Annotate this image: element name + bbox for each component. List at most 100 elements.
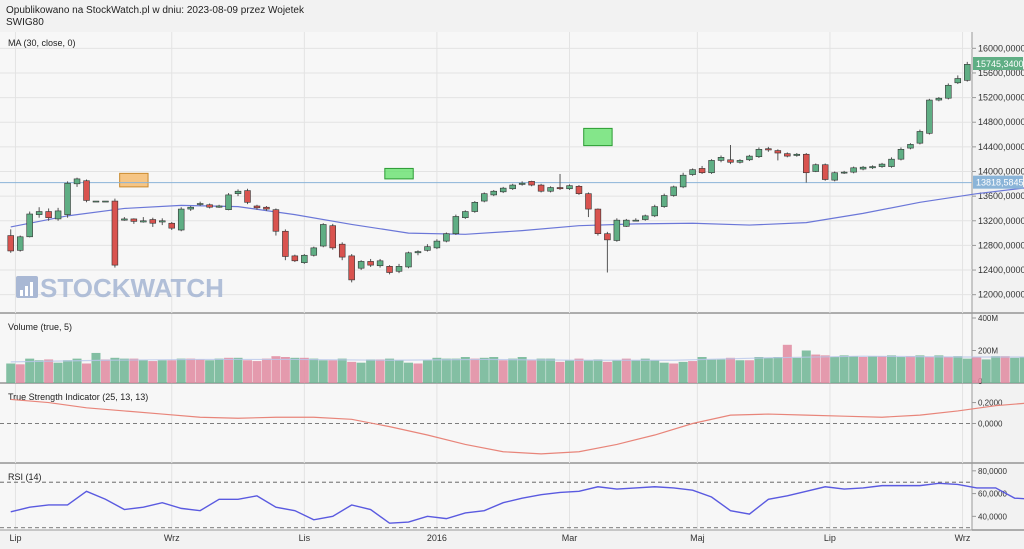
- volume-bar: [451, 358, 461, 383]
- candle-body: [537, 184, 545, 192]
- candle: [168, 222, 175, 231]
- volume-bar: [650, 360, 660, 383]
- candle: [149, 217, 157, 227]
- candle-body: [907, 144, 914, 149]
- volume-bar: [726, 357, 735, 383]
- volume-bar: [773, 357, 783, 383]
- candle-body: [784, 153, 791, 157]
- candle: [433, 239, 441, 250]
- candle-body: [812, 164, 819, 172]
- volume-bar: [981, 359, 991, 383]
- candle: [414, 250, 422, 256]
- x-tick-label: Lis: [299, 533, 311, 543]
- volume-bar: [337, 358, 347, 383]
- candle-body: [831, 172, 838, 181]
- candle: [130, 218, 138, 224]
- candle: [92, 200, 100, 203]
- candle: [140, 217, 147, 223]
- candle-body: [16, 236, 24, 251]
- candle: [376, 258, 384, 268]
- candle-body: [566, 185, 573, 190]
- highlight-box: [384, 167, 414, 180]
- candle: [755, 147, 763, 158]
- candle-body: [793, 153, 801, 156]
- candle: [395, 263, 403, 274]
- volume-ma-line: [10, 355, 1024, 363]
- volume-bar: [72, 358, 82, 383]
- volume-bar: [602, 361, 612, 383]
- candle-body: [159, 220, 166, 223]
- volume-bar: [214, 358, 224, 383]
- candle-body: [935, 97, 943, 101]
- candle: [518, 181, 526, 186]
- candle-body: [329, 225, 336, 249]
- candle: [490, 189, 497, 197]
- volume-bar: [1019, 357, 1024, 383]
- volume-bar: [763, 357, 773, 383]
- candle-body: [244, 190, 251, 203]
- candle: [73, 177, 81, 187]
- volume-bar: [811, 354, 821, 383]
- candle: [964, 61, 971, 82]
- price-panel-label: MA (30, close, 0): [8, 38, 76, 48]
- volume-bar: [924, 357, 934, 383]
- candle-body: [755, 149, 763, 158]
- candle-body: [746, 155, 753, 161]
- volume-bar: [280, 357, 290, 383]
- volume-bar: [356, 362, 366, 383]
- volume-bar: [849, 356, 859, 383]
- candle: [765, 146, 772, 152]
- candle-body: [263, 206, 270, 210]
- volume-bar: [404, 362, 413, 383]
- watermark-bar: [25, 286, 28, 296]
- volume-bar: [432, 357, 442, 383]
- candle: [16, 235, 24, 252]
- x-tick-label: Wrz: [955, 533, 971, 543]
- candle-body: [395, 266, 403, 272]
- candle-body: [348, 255, 355, 281]
- candle: [64, 181, 71, 218]
- candle: [907, 143, 914, 150]
- candle-body: [35, 211, 43, 215]
- price-y-tick-label: 12800,0000: [978, 240, 1024, 250]
- candle-body: [376, 260, 384, 267]
- candle: [26, 211, 33, 238]
- candle: [102, 200, 109, 203]
- panel-price: [0, 32, 972, 313]
- candle: [869, 165, 876, 170]
- highlight-box: [583, 127, 613, 147]
- candle: [7, 229, 14, 253]
- volume-bar: [205, 360, 215, 383]
- x-tick-label: Lip: [9, 533, 21, 543]
- volume-bar: [830, 357, 840, 383]
- candle-body: [45, 211, 52, 218]
- rsi-panel-label: RSI (14): [8, 472, 42, 482]
- candle-body: [187, 206, 194, 210]
- volume-bar: [148, 361, 158, 383]
- candle: [831, 171, 838, 182]
- volume-bar: [186, 358, 196, 383]
- candle-body: [727, 159, 734, 163]
- candle-body: [897, 149, 905, 160]
- candle-body: [338, 243, 346, 258]
- candle-body: [689, 169, 696, 175]
- candle-body: [443, 233, 450, 242]
- volume-bar: [309, 358, 319, 383]
- candle: [803, 153, 810, 183]
- volume-bar: [905, 356, 915, 383]
- candle-body: [149, 219, 157, 224]
- candle: [499, 186, 507, 194]
- candle: [859, 165, 867, 171]
- candle-body: [310, 247, 318, 256]
- candle: [954, 75, 962, 85]
- volume-y-tick-label: 400M: [978, 314, 998, 323]
- candle-body: [916, 131, 924, 144]
- candle-body: [414, 251, 422, 254]
- volume-bar: [991, 356, 1001, 383]
- volume-bar: [394, 360, 404, 383]
- volume-bar: [6, 363, 16, 383]
- candle: [225, 193, 232, 211]
- volume-bar: [943, 357, 953, 383]
- candle-body: [490, 190, 497, 196]
- price-y-tick-label: 15600,0000: [978, 68, 1024, 78]
